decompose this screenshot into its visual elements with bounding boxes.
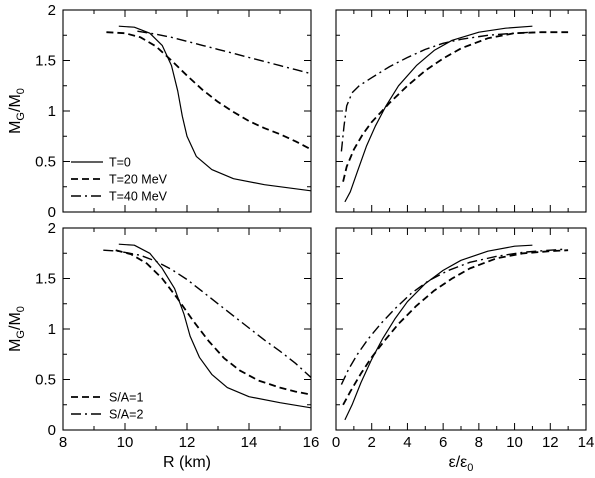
y-tick-label: 1 xyxy=(48,321,56,338)
panel-bottom-right: 0 2 4 6 8 10 12 14 ε/ε0 xyxy=(332,227,595,474)
series-line-solid xyxy=(344,244,533,421)
series-line-dashed xyxy=(342,249,569,406)
series-line-dashdot xyxy=(340,31,533,152)
legend-label: T=20 MeV xyxy=(109,173,168,187)
y-tick-label: 0 xyxy=(48,422,56,439)
legend-label: T=40 MeV xyxy=(109,190,168,204)
series-line-dashdot xyxy=(137,30,311,75)
x-tick-label: 8 xyxy=(475,434,483,451)
x-tick-label: 14 xyxy=(578,434,595,451)
x-tick-label: 4 xyxy=(403,434,411,451)
x-tick-label: 12 xyxy=(542,434,559,451)
legend-label: T=0 xyxy=(109,156,131,170)
x-tick-label: 16 xyxy=(303,434,320,451)
y-axis-label: MG/M0 xyxy=(7,88,27,134)
y-tick-label: 2 xyxy=(48,2,56,19)
plot-frame xyxy=(62,9,312,213)
x-tick-label: 2 xyxy=(368,434,376,451)
panel-top-left: 0 0.5 1 1.5 2 MG/M0 T=0 T=20 MeV T=40 MeV xyxy=(7,2,312,221)
series-line-dashdot xyxy=(340,248,565,385)
panel-top-right xyxy=(335,9,587,213)
y-axis-label: MG/M0 xyxy=(7,306,27,352)
x-tick-label: 10 xyxy=(506,434,523,451)
x-tick-label: 10 xyxy=(117,434,134,451)
plot-frame xyxy=(62,227,312,431)
series-line-solid xyxy=(118,243,311,409)
y-tick-label: 0 xyxy=(48,204,56,221)
x-tick-label: 12 xyxy=(179,434,196,451)
y-tick-label: 1.5 xyxy=(35,271,56,288)
series-line-dashdot xyxy=(103,249,311,379)
x-axis-label: ε/ε0 xyxy=(449,454,474,474)
x-axis-label: R (km) xyxy=(163,454,211,471)
x-tick-label: 14 xyxy=(241,434,258,451)
plot-frame xyxy=(335,227,587,431)
series-line-dashed xyxy=(106,31,311,151)
x-tick-label: 0 xyxy=(332,434,340,451)
series-line-dashed xyxy=(342,31,569,182)
y-tick-label: 0.5 xyxy=(35,154,56,171)
y-tick-label: 0.5 xyxy=(35,372,56,389)
y-tick-label: 1 xyxy=(48,103,56,120)
y-tick-label: 2 xyxy=(48,220,56,237)
legend-label: S/A=2 xyxy=(109,408,143,422)
plot-frame xyxy=(335,9,587,213)
series-line-solid xyxy=(118,25,311,192)
x-tick-label: 6 xyxy=(439,434,447,451)
y-tick-label: 1.5 xyxy=(35,53,56,70)
series-line-dashed xyxy=(115,249,311,396)
panel-bottom-left: 8 10 12 14 16 0 0.5 1 1.5 2 R (km) MG/M0 S/A=1 S/A=2 xyxy=(7,220,319,471)
legend-label: S/A=1 xyxy=(109,391,143,405)
series-line-solid xyxy=(344,25,533,203)
x-tick-label: 8 xyxy=(59,434,67,451)
